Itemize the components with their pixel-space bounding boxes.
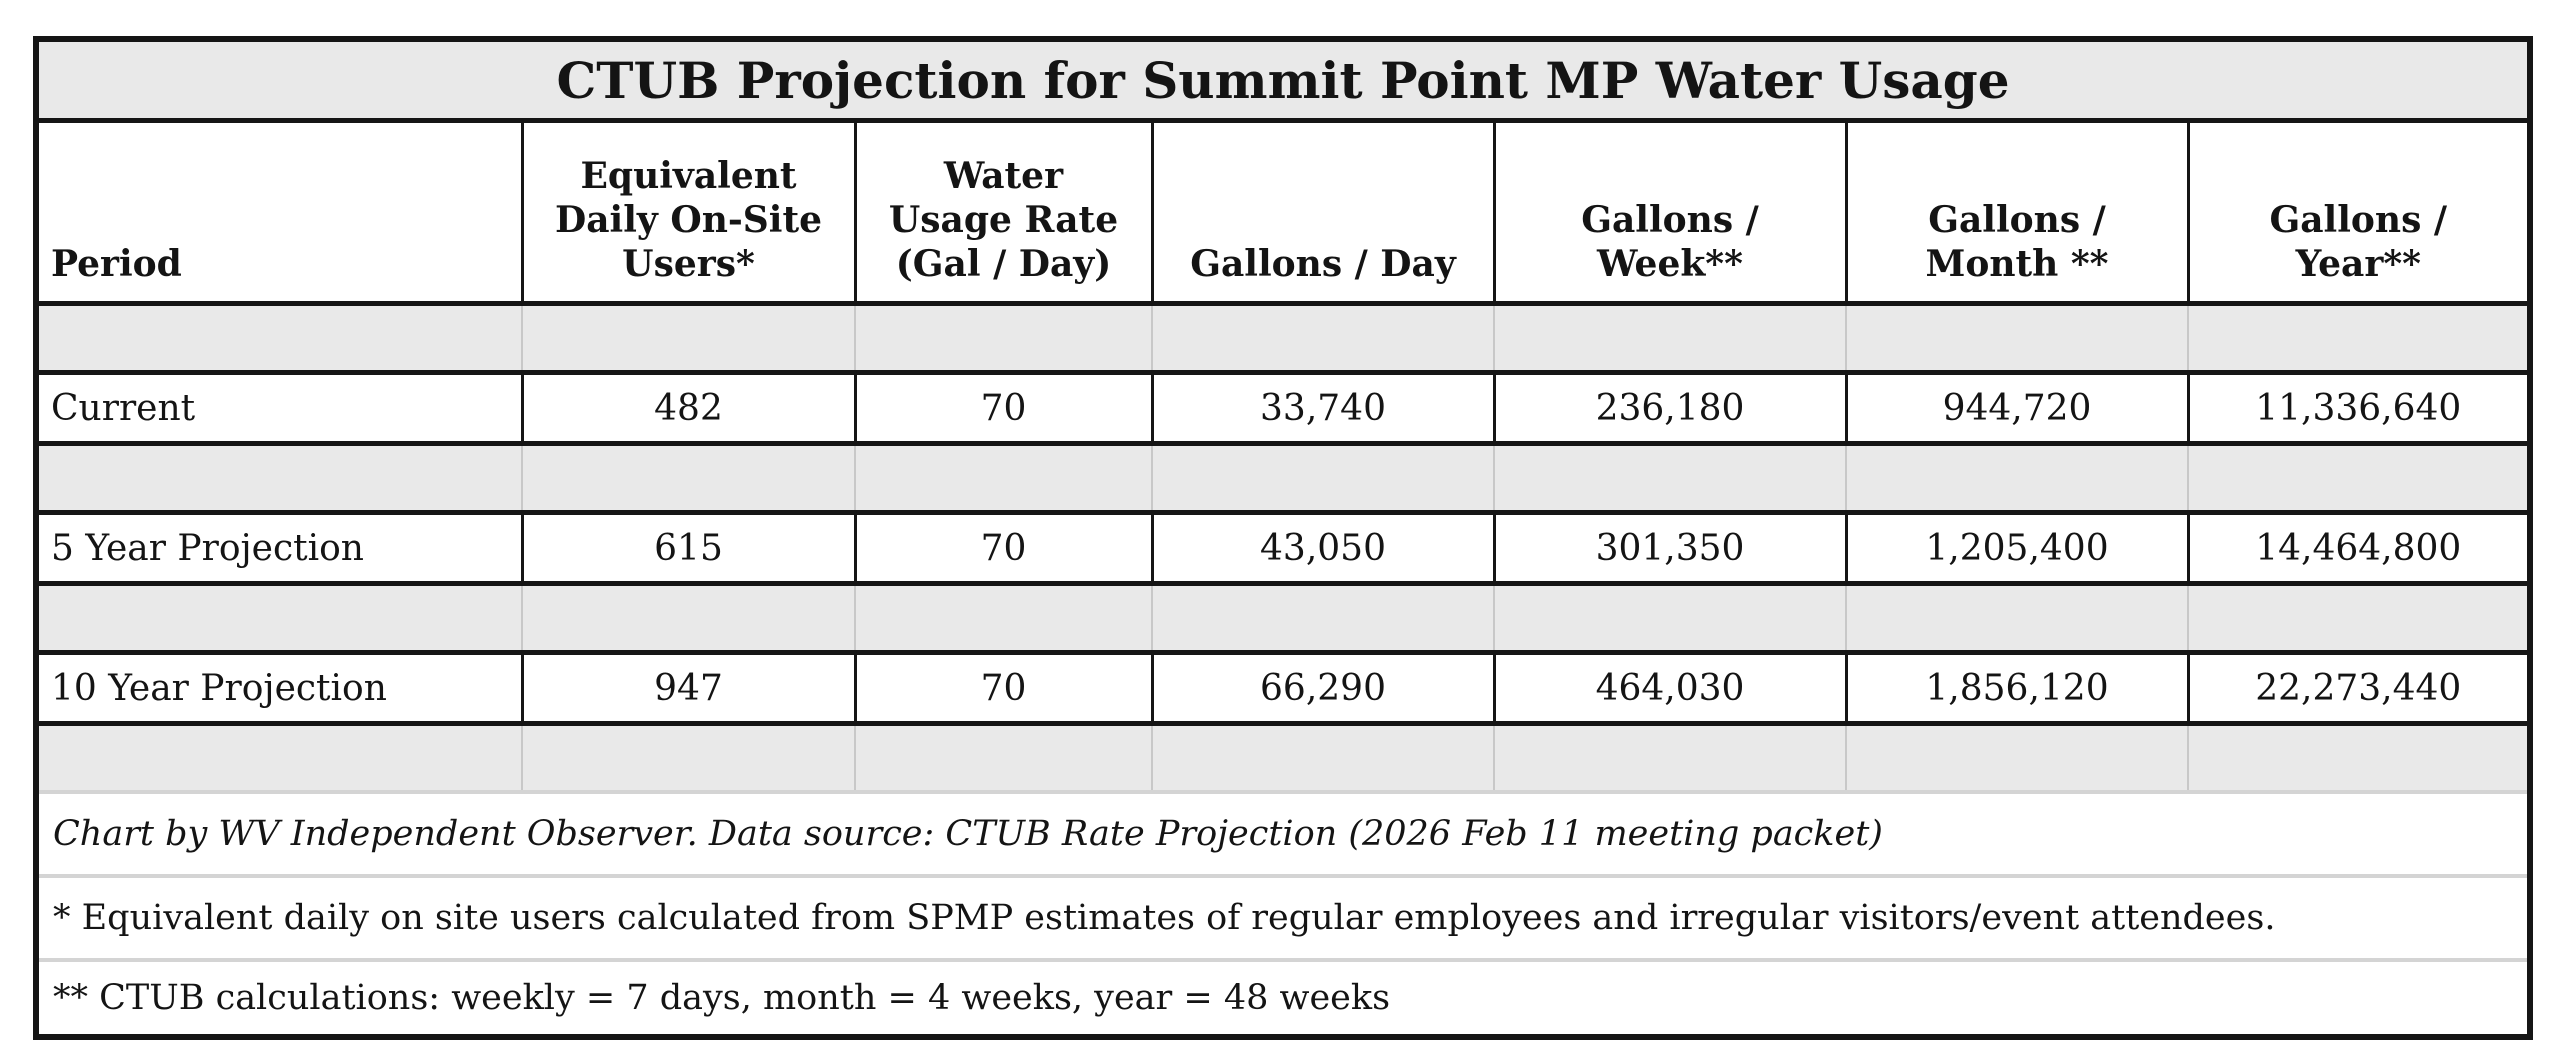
spacer-cell <box>1493 443 1847 513</box>
cell-5-year-rate: 70 <box>853 510 1154 586</box>
spacer-cell <box>854 443 1153 513</box>
cell-period-10-year: 10 Year Projection <box>34 650 524 726</box>
spacer-cell <box>35 443 523 513</box>
spacer-cell <box>1151 583 1495 653</box>
spacer-cell <box>2186 443 2532 513</box>
cell-5-year-gallons-month: 1,205,400 <box>1844 510 2190 586</box>
header-row: Period Equivalent Daily On-Site Users* W… <box>34 120 2532 306</box>
cell-10-year-gallons-week: 464,030 <box>1492 650 1848 726</box>
spacer-cell <box>521 303 856 373</box>
spacer-cell <box>1845 443 2189 513</box>
spacer-row-1 <box>35 303 2532 373</box>
cell-current-rate: 70 <box>853 370 1154 446</box>
data-row-5-year: 5 Year Projection 615 70 43,050 301,350 … <box>34 510 2532 586</box>
spacer-row-4 <box>35 723 2532 792</box>
cell-period-current: Current <box>34 370 524 446</box>
spacer-cell <box>1151 723 1495 792</box>
spacer-cell <box>521 443 856 513</box>
spacer-cell <box>35 303 523 373</box>
cell-10-year-gallons-day: 66,290 <box>1150 650 1496 726</box>
cell-5-year-users: 615 <box>520 510 857 586</box>
cell-10-year-gallons-year: 22,273,440 <box>2186 650 2532 726</box>
cell-5-year-gallons-week: 301,350 <box>1492 510 1848 586</box>
col-header-gallons-month: Gallons / Month ** <box>1844 120 2190 306</box>
cell-10-year-rate: 70 <box>853 650 1154 726</box>
page: CTUB Projection for Summit Point MP Wate… <box>33 36 2534 1040</box>
note-row-source: Chart by WV Independent Observer. Data s… <box>36 790 2531 876</box>
spacer-row-3 <box>35 583 2532 653</box>
cell-current-users: 482 <box>520 370 857 446</box>
spacer-cell <box>1151 303 1495 373</box>
col-header-gallons-week: Gallons / Week** <box>1492 120 1848 306</box>
footnote-single-asterisk: * Equivalent daily on site users calcula… <box>36 874 2531 960</box>
col-header-water-usage-rate: Water Usage Rate (Gal / Day) <box>853 120 1154 306</box>
spacer-cell <box>1845 723 2189 792</box>
note-row-footnote-double: ** CTUB calculations: weekly = 7 days, m… <box>36 958 2531 1037</box>
spacer-cell <box>2186 583 2532 653</box>
spacer-cell <box>854 723 1153 792</box>
cell-current-gallons-year: 11,336,640 <box>2186 370 2532 446</box>
spacer-cell <box>1493 303 1847 373</box>
spacer-cell <box>854 303 1153 373</box>
footnote-double-asterisk: ** CTUB calculations: weekly = 7 days, m… <box>36 958 2531 1037</box>
cell-current-gallons-week: 236,180 <box>1492 370 1848 446</box>
title-row: CTUB Projection for Summit Point MP Wate… <box>36 39 2531 123</box>
note-row-footnote-single: * Equivalent daily on site users calcula… <box>36 874 2531 960</box>
spacer-cell <box>35 723 523 792</box>
spacer-cell <box>521 583 856 653</box>
cell-10-year-users: 947 <box>520 650 857 726</box>
spacer-cell <box>1845 303 2189 373</box>
spacer-cell <box>854 583 1153 653</box>
spacer-cell <box>1493 583 1847 653</box>
spacer-cell <box>1493 723 1847 792</box>
water-usage-table: CTUB Projection for Summit Point MP Wate… <box>33 36 2534 1040</box>
table-title: CTUB Projection for Summit Point MP Wate… <box>36 39 2531 123</box>
spacer-cell <box>35 583 523 653</box>
spacer-row-2 <box>35 443 2532 513</box>
data-row-current: Current 482 70 33,740 236,180 944,720 11… <box>34 370 2532 446</box>
cell-10-year-gallons-month: 1,856,120 <box>1844 650 2190 726</box>
cell-5-year-gallons-day: 43,050 <box>1150 510 1496 586</box>
col-header-gallons-day: Gallons / Day <box>1150 120 1496 306</box>
col-header-period: Period <box>34 120 524 306</box>
spacer-cell <box>1151 443 1495 513</box>
source-note: Chart by WV Independent Observer. Data s… <box>36 790 2531 876</box>
cell-5-year-gallons-year: 14,464,800 <box>2186 510 2532 586</box>
cell-current-gallons-day: 33,740 <box>1150 370 1496 446</box>
col-header-equivalent-users: Equivalent Daily On-Site Users* <box>520 120 857 306</box>
spacer-cell <box>2186 723 2532 792</box>
data-row-10-year: 10 Year Projection 947 70 66,290 464,030… <box>34 650 2532 726</box>
spacer-cell <box>521 723 856 792</box>
cell-period-5-year: 5 Year Projection <box>34 510 524 586</box>
spacer-cell <box>2186 303 2532 373</box>
spacer-cell <box>1845 583 2189 653</box>
col-header-gallons-year: Gallons / Year** <box>2186 120 2532 306</box>
cell-current-gallons-month: 944,720 <box>1844 370 2190 446</box>
